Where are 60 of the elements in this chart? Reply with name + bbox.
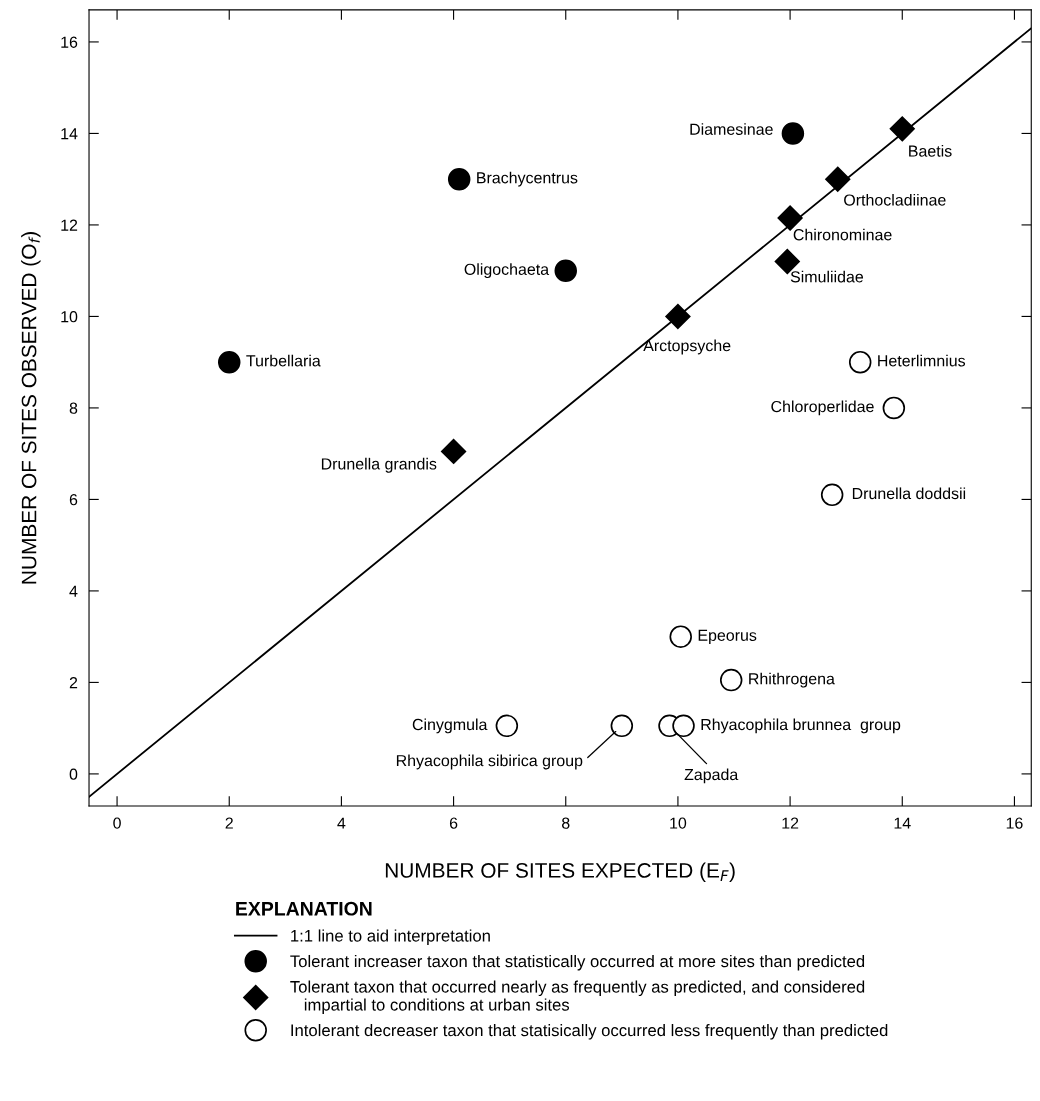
point <box>440 438 467 465</box>
annotation: Orthocladiinae <box>844 193 946 206</box>
legend-label: Intolerant decreaser taxon that statisically occurred less frequently than predicted <box>291 1023 888 1040</box>
annotation: Rhyacophila brunnea group <box>701 718 901 734</box>
x-axis-title: NUMBER OF SITES EXPECTED (E$_{F}$) <box>385 862 735 882</box>
point <box>672 714 695 738</box>
point <box>669 625 692 648</box>
y-tick-label: 4 <box>69 585 78 597</box>
y-tick-label: 2 <box>69 677 78 689</box>
y-tick-label: 0 <box>69 768 78 780</box>
annotation: Brachycentrus <box>477 171 578 187</box>
annotation: Drunella doddsii <box>852 487 966 500</box>
legend-label: Tolerant taxon that occurred nearly as frequently as predicted, and considered impartial to conditions at urban sites <box>290 980 865 1014</box>
point <box>610 714 634 738</box>
y-tick-label: 14 <box>61 128 78 140</box>
x-tick-label: 6 <box>449 817 458 829</box>
point <box>889 116 915 142</box>
legend-title: EXPLANATION <box>236 901 372 916</box>
y-tick-label: 16 <box>61 36 78 48</box>
y-tick-label: 10 <box>61 311 78 323</box>
point <box>825 166 851 192</box>
annotation: Drunella grandis <box>321 457 437 473</box>
x-tick-label: 12 <box>782 817 799 829</box>
x-tick-label: 8 <box>562 817 570 829</box>
legend-label: Tolerant increaser taxon that statistically occurred at more sites than predicted <box>290 954 865 971</box>
point <box>781 122 805 145</box>
annotation: Rhithrogena <box>749 672 835 688</box>
x-tick-label: 10 <box>670 817 687 829</box>
x-tick-label: 16 <box>1006 817 1023 829</box>
annotation: Heterlimnius <box>878 354 966 367</box>
point <box>447 167 471 191</box>
y-tick-label: 6 <box>69 494 78 506</box>
point <box>719 668 743 692</box>
point <box>882 396 906 420</box>
y-tick-label: 8 <box>69 402 78 414</box>
annotation: Chironominae <box>793 228 892 241</box>
y-axis-title: NUMBER OF SITES OBSERVED (O$_{f}$) <box>21 232 41 584</box>
x-tick-label: 4 <box>337 817 346 829</box>
annotation: Simuliidae <box>790 270 864 283</box>
point <box>848 350 872 374</box>
x-tick-label: 0 <box>113 817 121 829</box>
point <box>495 714 519 738</box>
legend-label: 1:1 line to aid interpretation <box>291 929 490 945</box>
annotation: Arctopsyche <box>643 339 731 355</box>
point <box>665 303 691 330</box>
x-tick-label: 2 <box>225 817 233 829</box>
y-tick-label: 12 <box>61 219 78 231</box>
annotation: Diamesinae <box>690 123 773 135</box>
annotation: Oligochaeta <box>464 263 550 279</box>
annotation: Zapada <box>684 768 739 784</box>
annotation: Cinygmula <box>412 718 488 734</box>
annotation: Epeorus <box>698 629 757 645</box>
annotation: Rhyacophila sibirica group <box>396 754 583 770</box>
annotation: Turbellaria <box>246 354 321 367</box>
annotation: Chloroperlidae <box>771 400 874 416</box>
point <box>217 350 241 374</box>
x-tick-label: 14 <box>894 817 911 829</box>
point <box>554 259 578 282</box>
annotation: Baetis <box>909 145 952 157</box>
point <box>820 483 844 507</box>
